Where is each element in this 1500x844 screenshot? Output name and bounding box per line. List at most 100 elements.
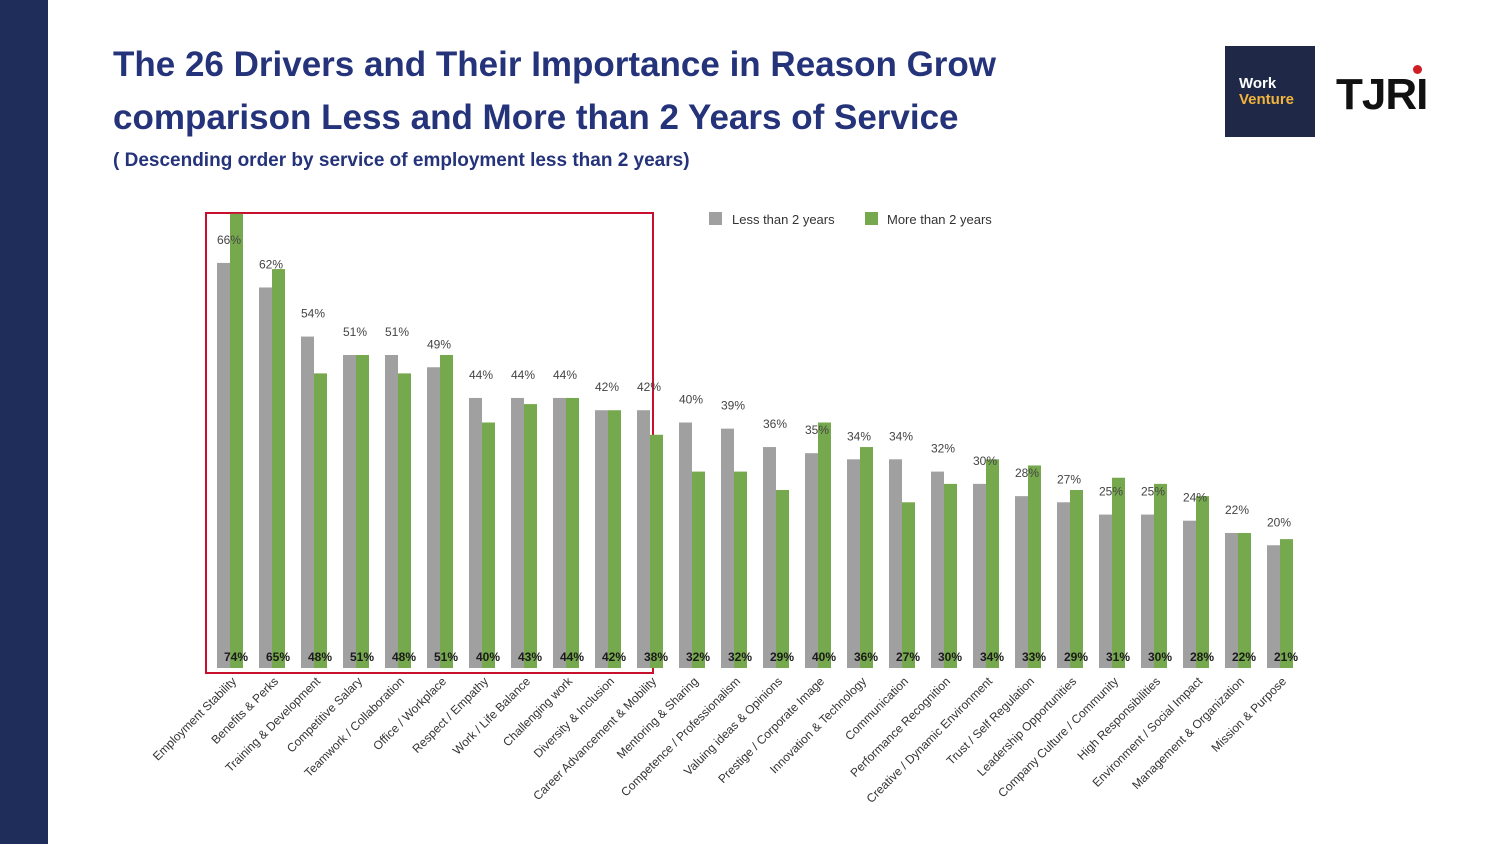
bar-less-than-2-years [301, 336, 314, 668]
data-label-more-than-2-years: 43% [518, 650, 542, 664]
category-tick-label: Office / Workplace [370, 674, 449, 753]
sidebar-stripe [0, 0, 48, 844]
data-label-more-than-2-years: 44% [560, 650, 584, 664]
tjri-logo-dot [1413, 65, 1422, 74]
bar-more-than-2-years [944, 483, 957, 668]
data-label-less-than-2-years: 44% [553, 368, 577, 382]
bar-less-than-2-years [553, 397, 566, 668]
workventure-logo-line1: Work [1239, 75, 1277, 92]
data-label-less-than-2-years: 51% [343, 325, 367, 339]
legend-label-less-than-2-years: Less than 2 years [732, 212, 835, 227]
bar-less-than-2-years [931, 471, 944, 668]
data-label-more-than-2-years: 42% [602, 650, 626, 664]
data-label-more-than-2-years: 30% [938, 650, 962, 664]
data-label-more-than-2-years: 21% [1274, 650, 1298, 664]
data-label-less-than-2-years: 40% [679, 393, 703, 407]
data-label-less-than-2-years: 27% [1057, 472, 1081, 486]
legend-label-more-than-2-years: More than 2 years [887, 212, 992, 227]
data-label-more-than-2-years: 74% [224, 650, 248, 664]
bar-less-than-2-years [259, 287, 272, 668]
category-tick-label: Work / Life Balance [450, 674, 534, 758]
data-label-more-than-2-years: 28% [1190, 650, 1214, 664]
bar-less-than-2-years [763, 447, 776, 668]
bar-less-than-2-years [511, 397, 524, 668]
data-label-less-than-2-years: 39% [721, 399, 745, 413]
bar-less-than-2-years [805, 453, 818, 668]
bar-more-than-2-years [482, 422, 495, 668]
bar-less-than-2-years [679, 422, 692, 668]
category-tick-label: Mentoring & Sharing [614, 674, 701, 761]
bar-more-than-2-years [440, 354, 453, 668]
title-line-1: The 26 Drivers and Their Importance in R… [113, 45, 997, 84]
workventure-logo: Work Venture [1225, 46, 1315, 137]
data-label-more-than-2-years: 22% [1232, 650, 1256, 664]
bar-more-than-2-years [902, 502, 915, 668]
bar-less-than-2-years [1057, 502, 1070, 668]
bar-less-than-2-years [721, 428, 734, 668]
bar-less-than-2-years [889, 459, 902, 668]
bar-more-than-2-years [734, 471, 747, 668]
bar-more-than-2-years [230, 213, 243, 668]
data-label-less-than-2-years: 35% [805, 423, 829, 437]
data-label-less-than-2-years: 42% [595, 380, 619, 394]
data-label-more-than-2-years: 48% [308, 650, 332, 664]
data-label-more-than-2-years: 27% [896, 650, 920, 664]
data-label-less-than-2-years: 22% [1225, 503, 1249, 517]
data-label-more-than-2-years: 29% [770, 650, 794, 664]
bar-more-than-2-years [692, 471, 705, 668]
bar-less-than-2-years [1099, 514, 1112, 668]
data-label-more-than-2-years: 31% [1106, 650, 1130, 664]
bar-more-than-2-years [272, 269, 285, 668]
data-label-more-than-2-years: 65% [266, 650, 290, 664]
data-label-more-than-2-years: 48% [392, 650, 416, 664]
bar-more-than-2-years [818, 422, 831, 668]
bar-less-than-2-years [385, 354, 398, 668]
title-line-2: comparison Less and More than 2 Years of… [113, 98, 959, 137]
bar-more-than-2-years [776, 490, 789, 668]
bar-less-than-2-years [1141, 514, 1154, 668]
bar-more-than-2-years [1070, 490, 1083, 668]
data-label-less-than-2-years: 25% [1099, 485, 1123, 499]
page-title: The 26 Drivers and Their Importance in R… [113, 38, 1193, 144]
legend-swatch-more-than-2-years [865, 212, 878, 225]
bar-less-than-2-years [973, 483, 986, 668]
data-label-less-than-2-years: 42% [637, 380, 661, 394]
bar-less-than-2-years [1183, 520, 1196, 668]
category-tick-label: Respect / Empathy [410, 674, 492, 756]
category-tick-label: Mission & Purpose [1208, 674, 1289, 755]
data-label-less-than-2-years: 36% [763, 417, 787, 431]
bar-more-than-2-years [1196, 496, 1209, 668]
bar-more-than-2-years [1028, 465, 1041, 668]
data-label-more-than-2-years: 33% [1022, 650, 1046, 664]
bar-less-than-2-years [637, 410, 650, 668]
bar-less-than-2-years [1267, 545, 1280, 668]
tjri-logo: TJRI [1336, 70, 1428, 119]
bar-more-than-2-years [1280, 539, 1293, 668]
data-label-less-than-2-years: 44% [511, 368, 535, 382]
workventure-logo-line2: Venture [1239, 91, 1295, 108]
legend-swatch-less-than-2-years [709, 212, 722, 225]
data-label-more-than-2-years: 34% [980, 650, 1004, 664]
bar-less-than-2-years [343, 354, 356, 668]
bar-more-than-2-years [566, 397, 579, 668]
data-label-less-than-2-years: 54% [301, 307, 325, 321]
data-label-less-than-2-years: 66% [217, 233, 241, 247]
bar-less-than-2-years [469, 397, 482, 668]
data-label-less-than-2-years: 34% [889, 429, 913, 443]
data-label-more-than-2-years: 40% [476, 650, 500, 664]
bar-more-than-2-years [314, 373, 327, 668]
data-label-less-than-2-years: 49% [427, 337, 451, 351]
data-label-less-than-2-years: 24% [1183, 491, 1207, 505]
data-label-less-than-2-years: 62% [259, 257, 283, 271]
bar-more-than-2-years [986, 459, 999, 668]
data-label-more-than-2-years: 51% [434, 650, 458, 664]
bar-more-than-2-years [1238, 532, 1251, 668]
data-label-less-than-2-years: 32% [931, 442, 955, 456]
data-label-more-than-2-years: 51% [350, 650, 374, 664]
bar-less-than-2-years [595, 410, 608, 668]
bar-more-than-2-years [1112, 477, 1125, 668]
data-label-less-than-2-years: 25% [1141, 485, 1165, 499]
data-label-more-than-2-years: 32% [686, 650, 710, 664]
bar-less-than-2-years [1225, 532, 1238, 668]
category-tick-label: Competitive Salary [284, 674, 365, 755]
